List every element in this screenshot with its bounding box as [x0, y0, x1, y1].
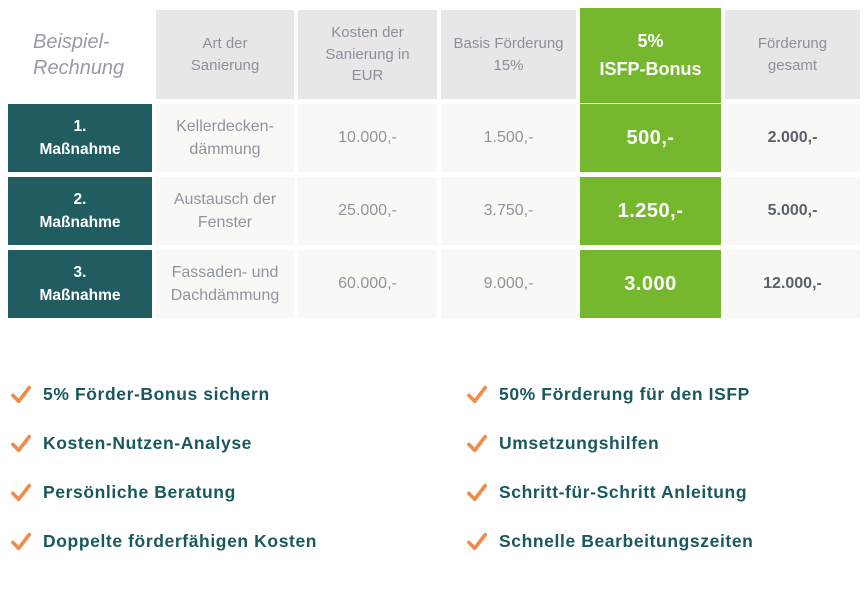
cell-line: Austausch der	[173, 190, 277, 208]
column-header-kosten: Kosten der Sanierung in EUR	[298, 10, 437, 99]
header-line: Basis Förderung	[453, 34, 564, 52]
benefits-checklist: 5% Förder-Bonus sichern 50% Förderung fü…	[10, 382, 867, 553]
checkmark-icon	[466, 532, 488, 551]
checklist-item: 5% Förder-Bonus sichern	[10, 382, 466, 406]
checklist-item-label: Persönliche Beratung	[43, 481, 236, 502]
checkmark-icon	[10, 483, 32, 502]
cell-gesamt-1: 2.000,-	[725, 104, 860, 172]
checklist-item-label: 5% Förder-Bonus sichern	[43, 383, 270, 404]
cell-bonus-1: 500,-	[580, 104, 721, 172]
table-title-line2: Rechnung	[33, 56, 125, 79]
row-label-massnahme-1: 1. Maßnahme	[8, 104, 152, 172]
column-header-isfp-bonus: 5% ISFP-Bonus	[580, 8, 721, 103]
checkmark-icon	[466, 483, 488, 502]
header-line: 15%	[493, 56, 524, 74]
cell-basis-2: 3.750,-	[441, 177, 576, 245]
checklist-item-label: Umsetzungshilfen	[499, 432, 660, 453]
checklist-item-label: 50% Förderung für den ISFP	[499, 383, 750, 404]
row-label-text: Maßnahme	[39, 141, 121, 158]
table-title: Beispiel- Rechnung	[8, 10, 152, 99]
cell-line: Fenster	[197, 214, 253, 231]
row-number: 1.	[73, 117, 87, 135]
checklist-item: Schritt-für-Schritt Anleitung	[466, 480, 867, 504]
row-label-text: Maßnahme	[39, 214, 121, 231]
cell-gesamt-2: 5.000,-	[725, 177, 860, 245]
checkmark-icon	[10, 434, 32, 453]
column-header-basis-foerderung: Basis Förderung 15%	[441, 10, 576, 99]
cell-line: dämmung	[189, 141, 261, 158]
cell-kosten-3: 60.000,-	[298, 250, 437, 318]
row-label-text: Maßnahme	[39, 287, 121, 304]
cell-line: Fassaden- und	[171, 263, 279, 281]
cell-bonus-2: 1.250,-	[580, 177, 721, 245]
cell-bonus-3: 3.000	[580, 250, 721, 318]
cell-basis-3: 9.000,-	[441, 250, 576, 318]
column-header-foerderung-gesamt: Förderung gesamt	[725, 10, 860, 99]
header-line: Förderung	[757, 34, 828, 52]
header-line: Sanierung in	[325, 45, 410, 63]
column-header-art-der-sanierung: Art der Sanierung	[156, 10, 294, 99]
cell-art-3: Fassaden- und Dachdämmung	[156, 250, 294, 318]
checklist-item: Schnelle Bearbeitungszeiten	[466, 529, 867, 553]
header-line: Sanierung	[190, 56, 260, 74]
cell-art-1: Kellerdecken- dämmung	[156, 104, 294, 172]
row-label-massnahme-2: 2. Maßnahme	[8, 177, 152, 245]
checklist-item: Umsetzungshilfen	[466, 431, 867, 455]
header-line: ISFP-Bonus	[599, 58, 702, 79]
checkmark-icon	[10, 532, 32, 551]
checklist-item: 50% Förderung für den ISFP	[466, 382, 867, 406]
checklist-item-label: Doppelte förderfähigen Kosten	[43, 530, 318, 551]
checklist-item-label: Schritt-für-Schritt Anleitung	[499, 481, 748, 502]
cell-line: Kellerdecken-	[176, 117, 274, 135]
cell-gesamt-3: 12.000,-	[725, 250, 860, 318]
checkmark-icon	[10, 385, 32, 404]
checklist-item-label: Schnelle Bearbeitungszeiten	[499, 530, 754, 551]
checkmark-icon	[466, 385, 488, 404]
cell-line: Dachdämmung	[170, 287, 280, 304]
header-line: Kosten der	[331, 23, 404, 41]
row-number: 2.	[73, 190, 87, 208]
cell-art-2: Austausch der Fenster	[156, 177, 294, 245]
checklist-item: Doppelte förderfähigen Kosten	[10, 529, 466, 553]
header-line: Art der	[202, 34, 248, 52]
header-line: gesamt	[767, 56, 818, 74]
row-number: 3.	[73, 263, 87, 281]
checklist-item: Kosten-Nutzen-Analyse	[10, 431, 466, 455]
checkmark-icon	[466, 434, 488, 453]
example-calculation-table: Beispiel- Rechnung Art der Sanierung Kos…	[8, 8, 867, 318]
cell-kosten-2: 25.000,-	[298, 177, 437, 245]
cell-kosten-1: 10.000,-	[298, 104, 437, 172]
checklist-item: Persönliche Beratung	[10, 480, 466, 504]
header-line: 5%	[637, 30, 664, 51]
row-label-massnahme-3: 3. Maßnahme	[8, 250, 152, 318]
cell-basis-1: 1.500,-	[441, 104, 576, 172]
header-line: EUR	[351, 67, 384, 85]
table-title-line1: Beispiel-	[33, 30, 110, 53]
checklist-item-label: Kosten-Nutzen-Analyse	[43, 432, 253, 453]
